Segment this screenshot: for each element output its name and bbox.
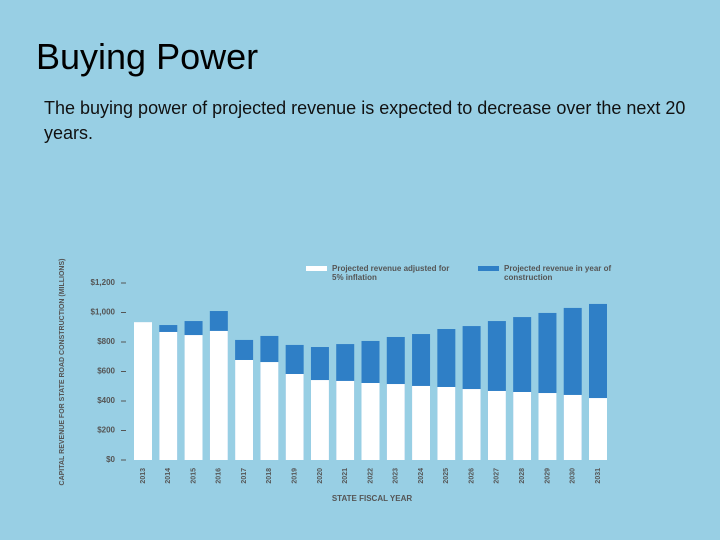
x-axis-title: STATE FISCAL YEAR [332, 494, 413, 503]
x-tick-label: 2020 [317, 468, 324, 484]
bar [513, 392, 532, 460]
bar [361, 383, 380, 460]
x-tick-label: 2023 [393, 468, 400, 484]
x-tick-label: 2018 [266, 468, 273, 484]
bar [589, 398, 607, 460]
x-tick-label: 2014 [165, 468, 172, 484]
x-tick-label: 2027 [494, 468, 501, 484]
x-tick-label: 2019 [292, 468, 299, 484]
bar [310, 380, 329, 460]
y-axis-title: CAPITAL REVENUE FOR STATE ROAD CONSTRUCT… [59, 259, 66, 486]
y-tick-label: $400 [97, 396, 115, 405]
slide-title: Buying Power [36, 36, 259, 77]
x-tick-label: 2026 [468, 468, 475, 484]
bar [285, 374, 304, 460]
x-tick-label: 2015 [190, 468, 197, 484]
x-tick-label: 2028 [519, 468, 526, 484]
legend-swatch [478, 266, 499, 271]
y-tick-label: $600 [97, 367, 115, 376]
x-tick-label: 2017 [241, 468, 248, 484]
bar [462, 389, 481, 460]
bar [235, 359, 254, 460]
bar [134, 322, 152, 460]
bar [563, 394, 582, 460]
x-tick-label: 2024 [418, 468, 425, 484]
x-tick-label: 2025 [443, 468, 450, 484]
y-tick-label: $1,000 [91, 308, 116, 317]
bar [386, 384, 405, 460]
bar [437, 386, 456, 460]
bar [336, 380, 355, 460]
bar [209, 330, 228, 460]
bar [159, 331, 178, 460]
legend-swatch [306, 266, 327, 271]
bar [412, 385, 431, 460]
y-tick-label: $200 [97, 426, 115, 435]
x-tick-label: 2021 [342, 468, 349, 484]
x-tick-label: 2029 [544, 468, 551, 484]
legend-label: Projected revenue in year of constructio… [504, 264, 612, 282]
x-tick-label: 2031 [595, 468, 602, 484]
y-tick-label: $1,200 [91, 278, 116, 287]
legend-label: Projected revenue adjusted for 5% inflat… [332, 264, 450, 282]
x-tick-label: 2013 [140, 468, 147, 484]
x-tick-label: 2030 [570, 468, 577, 484]
x-tick-label: 2016 [216, 468, 223, 484]
y-tick-label: $0 [106, 455, 115, 464]
bar [487, 390, 506, 460]
bar [260, 362, 279, 460]
y-tick-label: $800 [97, 337, 115, 346]
slide-text: The buying power of projected revenue is… [44, 98, 686, 143]
bar [184, 335, 203, 460]
x-tick-label: 2022 [367, 468, 374, 484]
bar [538, 393, 557, 460]
